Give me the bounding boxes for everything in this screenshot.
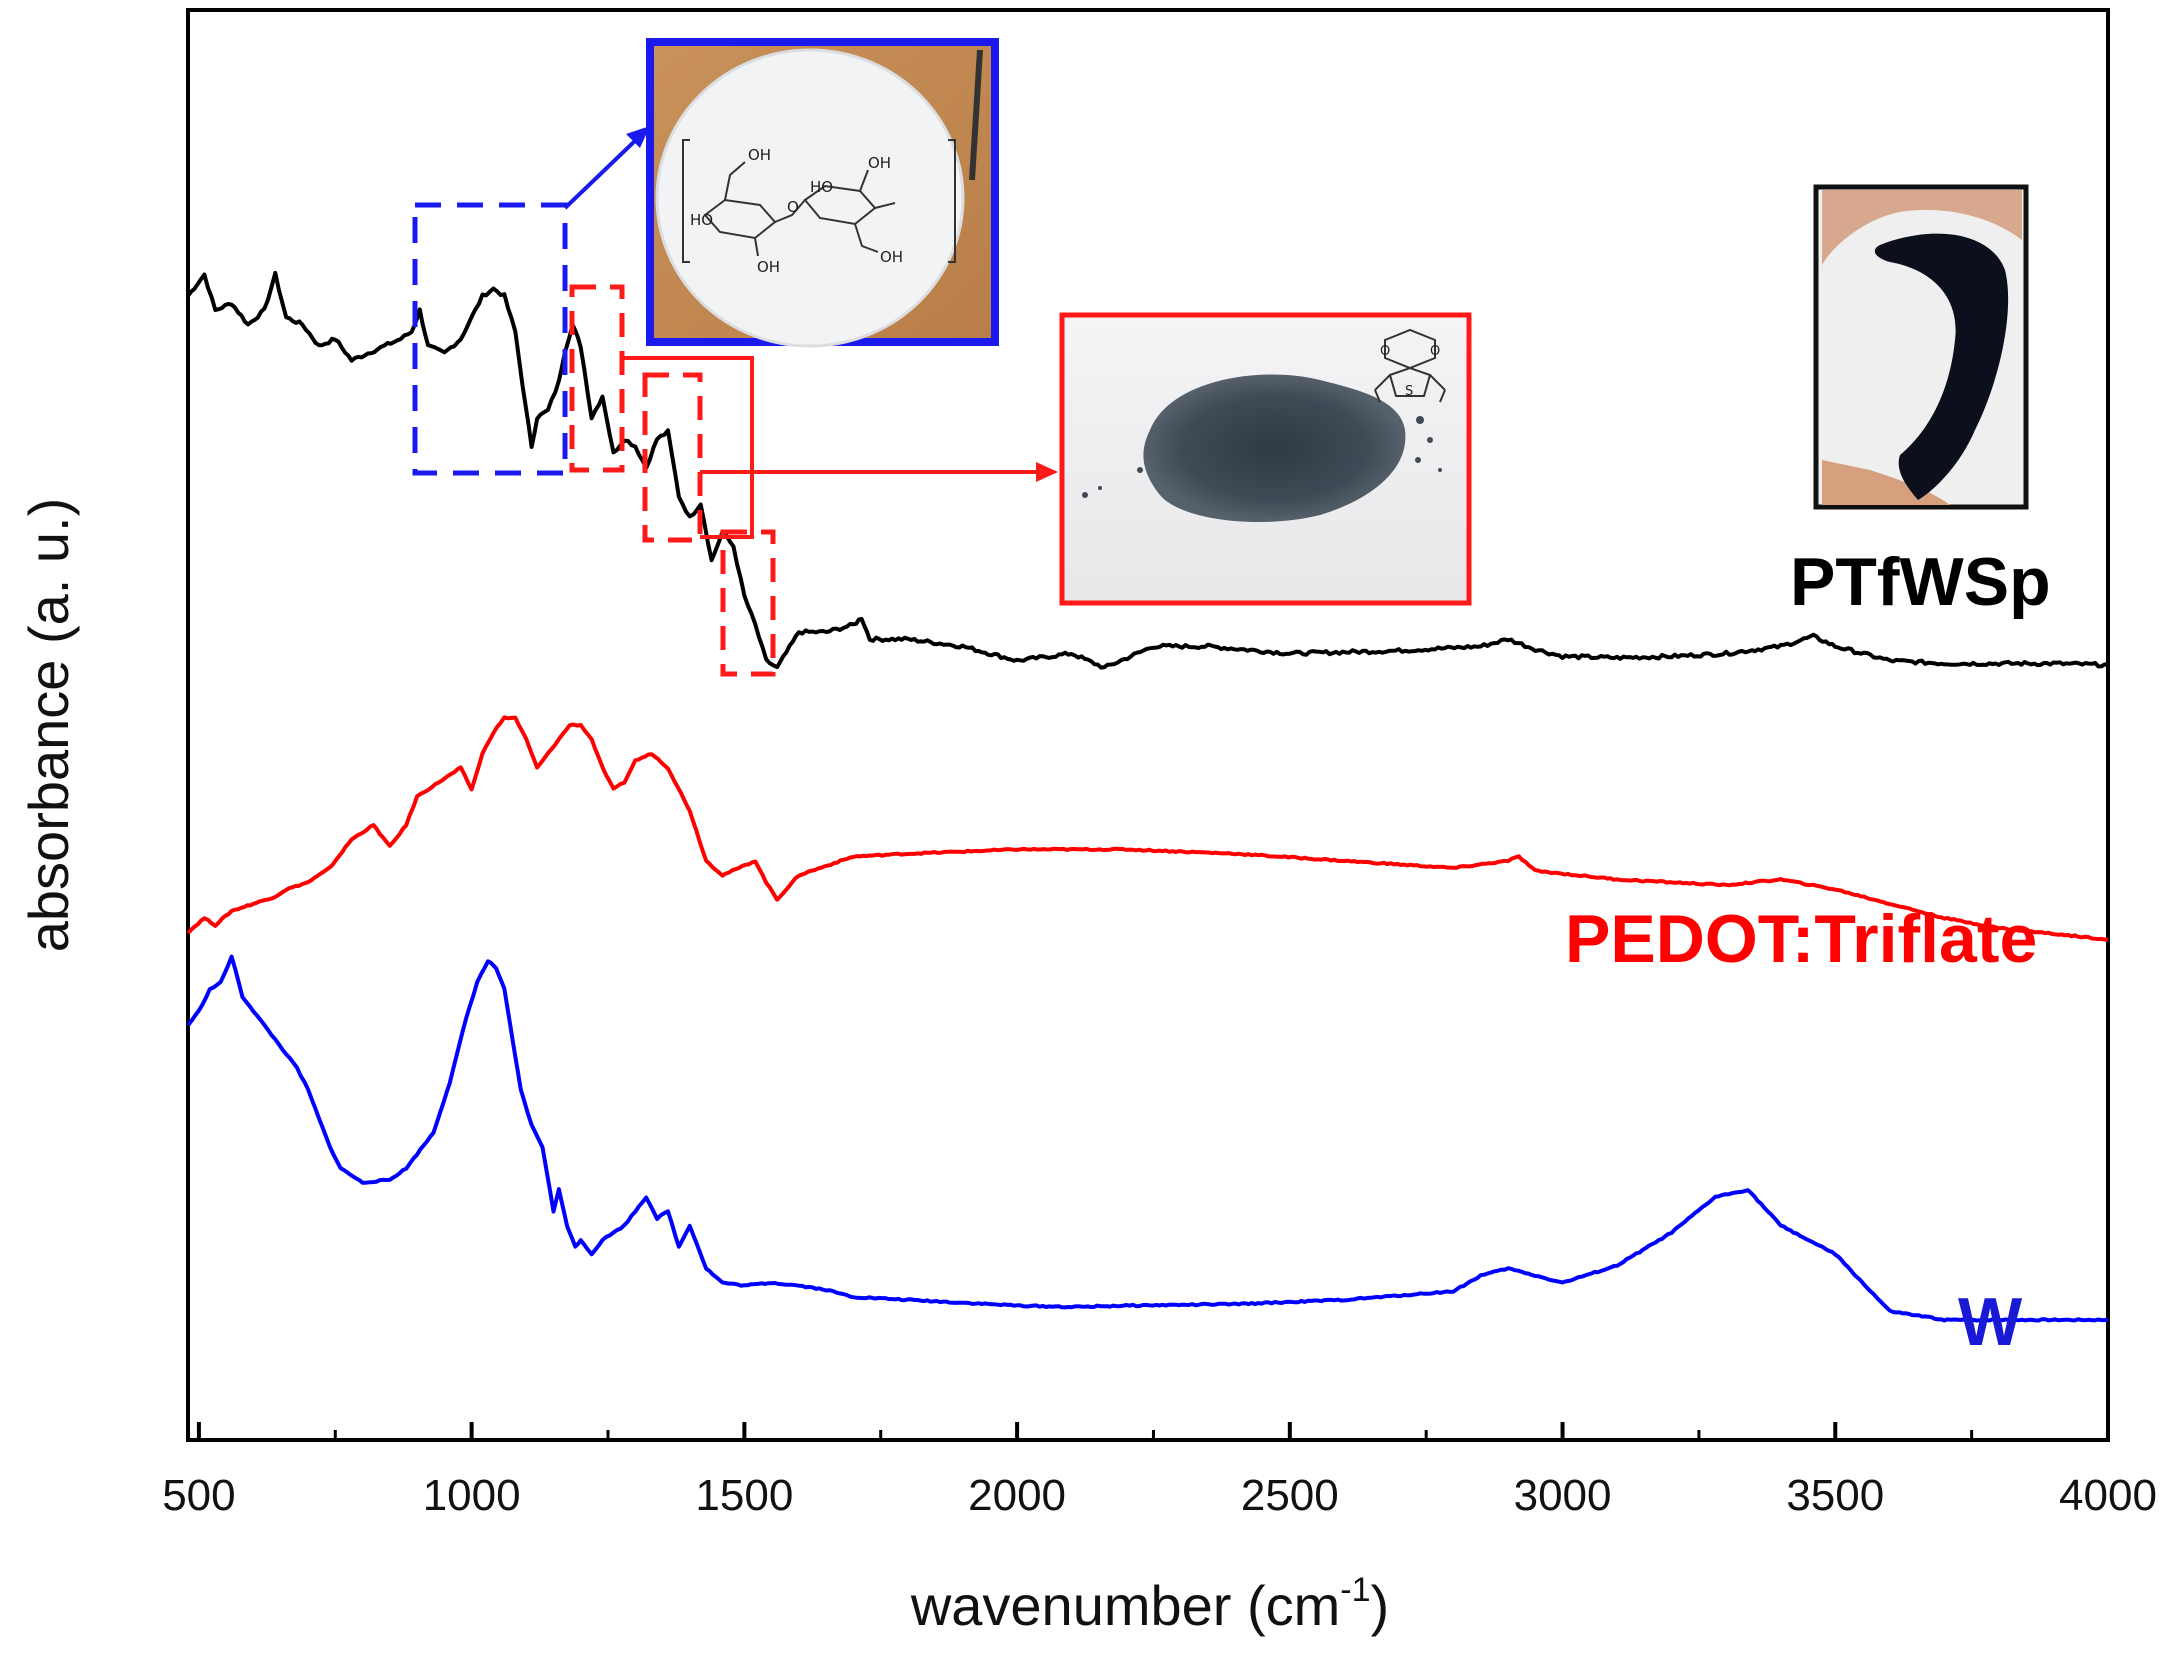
- label-w: W: [1958, 1284, 2023, 1360]
- svg-text:HO: HO: [690, 211, 713, 229]
- svg-text:O: O: [1380, 344, 1390, 359]
- label-ptfwsp: PTfWSp: [1790, 544, 2051, 620]
- y-axis-title: absorbance (a. u.): [17, 498, 80, 952]
- connector-blue-arrow: [563, 136, 640, 210]
- svg-text:OH: OH: [868, 154, 891, 172]
- svg-text:HO: HO: [810, 178, 833, 196]
- dashed-box-red-2: [642, 372, 703, 543]
- x-axis-ticks: 500 1000 1500 2000 2500 3000 3500 4000: [162, 1422, 2157, 1520]
- x-axis-title-end: ): [1371, 1574, 1390, 1637]
- inset-ptfwsp-photo: [1813, 184, 2029, 510]
- arrowhead-red: [1036, 462, 1058, 482]
- x-tick-label: 2500: [1241, 1471, 1339, 1520]
- inset-cellulose: OH HO OH O HO OH OH: [646, 38, 999, 348]
- arrowhead-blue: [626, 126, 650, 148]
- dashed-box-red-3: [720, 529, 776, 677]
- svg-text:O: O: [787, 198, 799, 216]
- svg-text:OH: OH: [880, 248, 903, 266]
- dashed-box-red-1: [569, 284, 625, 473]
- x-tick-label: 1000: [423, 1471, 521, 1520]
- x-tick-label: 1500: [695, 1471, 793, 1520]
- x-axis-title: wavenumber (cm-1): [910, 1571, 1389, 1637]
- svg-text:S: S: [1405, 384, 1413, 399]
- plot-frame: [186, 8, 2110, 1442]
- dashed-box-blue: [412, 202, 568, 476]
- series-line-w: [186, 954, 2109, 1323]
- svg-text:OH: OH: [757, 258, 780, 276]
- x-tick-label: 3500: [1786, 1471, 1884, 1520]
- svg-text:OH: OH: [748, 146, 771, 164]
- x-tick-label: 500: [162, 1471, 235, 1520]
- connector-red-bracket: [622, 356, 754, 539]
- x-axis-title-sup: -1: [1340, 1571, 1370, 1609]
- series-line-ptfwsp: [186, 270, 2109, 670]
- x-axis-title-main: wavenumber (cm: [910, 1574, 1340, 1637]
- x-tick-label: 4000: [2059, 1471, 2157, 1520]
- x-tick-label: 3000: [1514, 1471, 1612, 1520]
- svg-text:O: O: [1430, 344, 1440, 359]
- x-tick-label: 2000: [968, 1471, 1066, 1520]
- series-line-pedot-triflate: [186, 715, 2109, 942]
- label-pedot: PEDOT:Triflate: [1565, 901, 2037, 977]
- series-layer: [186, 270, 2109, 1323]
- inset-pedot-powder: O O S: [1059, 312, 1472, 606]
